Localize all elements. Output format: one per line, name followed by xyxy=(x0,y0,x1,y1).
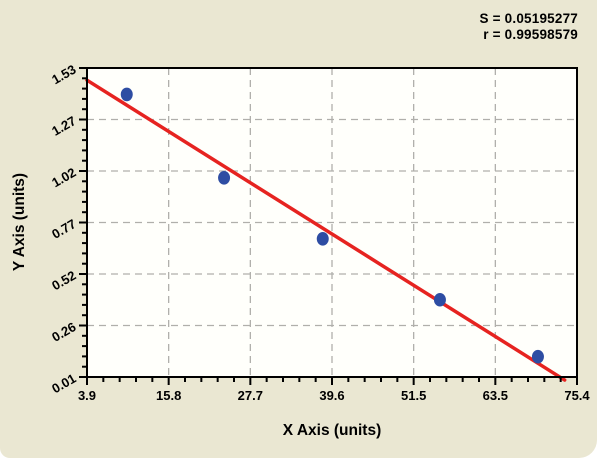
x-tick-label: 39.6 xyxy=(319,388,344,403)
x-axis-title: X Axis (units) xyxy=(282,422,382,439)
y-tick-label: 1.27 xyxy=(49,113,78,139)
y-axis-title: Y Axis (units) xyxy=(11,172,28,272)
x-tick-label: 51.5 xyxy=(401,388,426,403)
x-tick-label: 63.5 xyxy=(483,388,508,403)
y-tick-label: 1.53 xyxy=(49,62,78,88)
y-tick-label: 0.52 xyxy=(49,268,78,294)
y-tick-label: 0.26 xyxy=(49,319,78,345)
data-point xyxy=(316,231,329,246)
x-tick-label: 27.7 xyxy=(238,388,263,403)
y-tick-label: 0.77 xyxy=(49,216,78,242)
data-point xyxy=(433,292,446,307)
y-tick-label: 1.02 xyxy=(49,165,78,191)
y-tick-label: 0.01 xyxy=(49,371,78,397)
data-point xyxy=(218,170,231,185)
regression-line xyxy=(85,78,567,382)
x-tick-label: 3.9 xyxy=(78,388,96,403)
x-tick-label: 75.4 xyxy=(564,388,590,403)
stats-block: S = 0.05195277 r = 0.99598579 xyxy=(479,11,578,43)
stat-s-value: S = 0.05195277 xyxy=(479,11,578,26)
stat-r-value: r = 0.99598579 xyxy=(483,27,578,42)
data-point xyxy=(120,87,133,102)
x-tick-label: 15.8 xyxy=(156,388,181,403)
data-point xyxy=(531,349,544,364)
